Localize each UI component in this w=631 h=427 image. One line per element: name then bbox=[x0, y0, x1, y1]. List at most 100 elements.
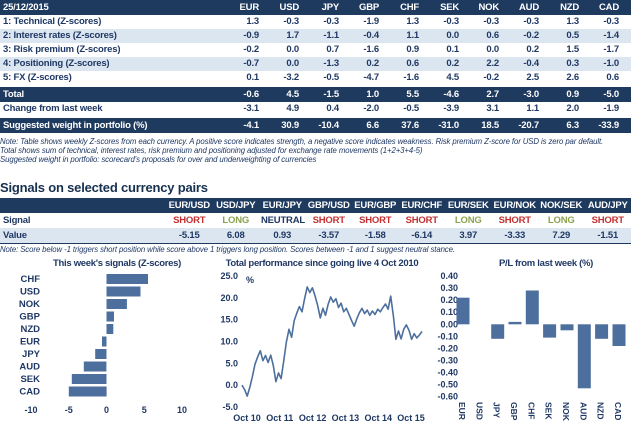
note-line: Suggested weight in portfolio: scorecard… bbox=[0, 155, 317, 164]
scorecard-header-value: CAD bbox=[591, 0, 631, 15]
signal-bar bbox=[83, 361, 107, 372]
change-row-value: 0.4 bbox=[311, 102, 351, 118]
score-row-value: 0.0 bbox=[431, 29, 471, 43]
pl-bar bbox=[456, 297, 470, 325]
total-row-label: Total bbox=[0, 85, 231, 102]
signal-bar bbox=[106, 311, 114, 322]
scorecard-header-value: GBP bbox=[351, 0, 391, 15]
change-row-label: Change from last week bbox=[0, 102, 231, 118]
note-line: Total shows sum of technical, interest r… bbox=[0, 146, 423, 155]
weight-row-value: 18.5 bbox=[471, 116, 511, 133]
score-row-value: 1.3 bbox=[246, 16, 259, 28]
x-axis-tick: Oct 15 bbox=[397, 413, 425, 423]
scorecard-header-label: 25/12/2015 bbox=[0, 0, 231, 15]
y-axis-tick: -0.20 bbox=[437, 343, 458, 353]
weight-row-value: 37.6 bbox=[391, 116, 431, 133]
x-axis-tick: Oct 13 bbox=[332, 413, 360, 423]
score-row-value: 0.7 bbox=[326, 44, 339, 56]
change-row-value: -0.5 bbox=[391, 102, 431, 118]
score-row-value: -1.9 bbox=[363, 16, 379, 28]
note-line: Note: Table shows weekly Z-scores from e… bbox=[0, 137, 604, 146]
pair-header: NOK/SEK bbox=[538, 198, 585, 213]
score-row-value: 0.5 bbox=[551, 29, 591, 43]
pl-bar bbox=[612, 324, 626, 346]
value-row: Value -5.15 6.08 0.93 -3.57 -1.58 -6.14 3.97 -3.… bbox=[0, 228, 631, 244]
score-row: 4: Positioning (Z-scores) -0.7 0.0 -1.3 0.2 0… bbox=[0, 57, 631, 71]
bar-category-label: USD bbox=[20, 287, 40, 298]
score-row-value: 0.9 bbox=[406, 44, 419, 56]
chart-title: This week's signals (Z-scores) bbox=[53, 258, 181, 269]
signal-bar bbox=[68, 386, 107, 397]
score-row-value: -0.9 bbox=[231, 29, 271, 43]
y-axis-tick: -0.30 bbox=[437, 356, 458, 366]
score-row-value: -4.7 bbox=[351, 71, 391, 87]
y-axis-tick: -5.0 bbox=[222, 402, 238, 412]
weight-row-value: -31.0 bbox=[431, 116, 471, 133]
signal-bar bbox=[106, 286, 141, 297]
change-row-value: 2.0 bbox=[551, 102, 591, 118]
score-row-value: -0.3 bbox=[323, 16, 339, 28]
score-row-value: -0.7 bbox=[231, 57, 271, 71]
score-row-value: 0.6 bbox=[391, 57, 431, 71]
bar-category-label: GBP bbox=[19, 312, 40, 323]
score-row: 1: Technical (Z-scores) 1.3 -0.3 -0.3 -1.9 1.… bbox=[0, 15, 631, 29]
bar-category-label: EUR bbox=[20, 337, 40, 348]
chart-title: P/L from last week (%) bbox=[499, 258, 593, 269]
x-axis-category-label: AUD bbox=[578, 402, 588, 420]
score-row-value: 0.3 bbox=[551, 57, 591, 71]
pl-last-week-chart: P/L from last week (%) 0.40 0.30 0.20 0.10 0.… bbox=[437, 258, 626, 422]
x-axis-category-label: CAD bbox=[613, 402, 623, 420]
score-row-value: 0.6 bbox=[471, 29, 511, 43]
x-axis-category-label: JPY bbox=[492, 402, 502, 418]
total-row-value: -1.5 bbox=[311, 85, 351, 102]
x-axis-tick: -5 bbox=[65, 405, 73, 415]
score-row-value: 0.1 bbox=[446, 44, 459, 56]
pair-value: 0.93 bbox=[259, 228, 306, 244]
score-row-value: 1.3 bbox=[566, 16, 579, 28]
signals-header-spacer bbox=[0, 198, 166, 213]
weight-row-label: Suggested weight in portfolio (%) bbox=[0, 116, 231, 133]
signal-value: LONG bbox=[222, 214, 250, 226]
scorecard-header-value: EUR bbox=[231, 0, 271, 15]
x-axis-category-label: NZD bbox=[596, 402, 606, 419]
score-row-value: -1.3 bbox=[311, 57, 351, 71]
score-row-value: 2.6 bbox=[551, 71, 591, 87]
pair-value: -1.58 bbox=[352, 228, 399, 244]
change-row: Change from last week -3.1 4.9 0.4 -2.0 -0.5-… bbox=[0, 102, 631, 118]
scorecard-notes: Note: Table shows weekly Z-scores from e… bbox=[0, 137, 631, 164]
signal-bar bbox=[106, 324, 114, 334]
score-row-value: -1.7 bbox=[603, 44, 619, 56]
signal-bar bbox=[95, 349, 107, 359]
scorecard-header-value: NZD bbox=[551, 0, 591, 15]
y-axis-tick: -0.10 bbox=[437, 331, 458, 341]
weight-row-value: -20.7 bbox=[511, 116, 551, 133]
signal-value: LONG bbox=[454, 214, 482, 226]
pair-value: 3.97 bbox=[445, 228, 492, 244]
performance-chart: Total performance since going live 4 Oct… bbox=[220, 258, 425, 423]
y-axis-tick: 10.0 bbox=[220, 337, 238, 347]
pair-value: -1.51 bbox=[584, 228, 631, 244]
pl-bar bbox=[577, 324, 591, 389]
signal-row: Signal SHORT LONG NEUTRAL SHORT SHORT SHORT LON… bbox=[0, 213, 631, 228]
pl-bar bbox=[543, 324, 557, 338]
weight-row-value: 30.9 bbox=[271, 116, 311, 133]
bar-category-label: NOK bbox=[19, 299, 40, 310]
pair-value: -3.33 bbox=[491, 228, 538, 244]
bar-category-label: SEK bbox=[20, 374, 40, 385]
performance-line bbox=[241, 286, 423, 397]
total-row: Total -0.6 4.5 -1.5 1.0 5.5 -4.6 2.7 -3.0 0.9 -5.0 bbox=[0, 85, 631, 102]
score-row-value: -0.2 bbox=[243, 44, 259, 56]
score-row-value: 0.1 bbox=[231, 71, 271, 87]
score-row-value: -0.2 bbox=[471, 71, 511, 87]
score-row-value: 1.5 bbox=[566, 44, 579, 56]
pair-value: 6.08 bbox=[212, 228, 259, 244]
y-axis-tick: 0.30 bbox=[440, 283, 458, 293]
scorecard-header-value: JPY bbox=[311, 0, 351, 15]
signal-value: SHORT bbox=[591, 214, 624, 226]
change-row-value: -1.9 bbox=[591, 102, 631, 118]
score-row-value: 2.5 bbox=[511, 71, 551, 87]
score-row-value: -0.3 bbox=[523, 16, 539, 28]
pair-header: EUR/NOK bbox=[491, 198, 538, 213]
signal-bar bbox=[102, 336, 107, 347]
